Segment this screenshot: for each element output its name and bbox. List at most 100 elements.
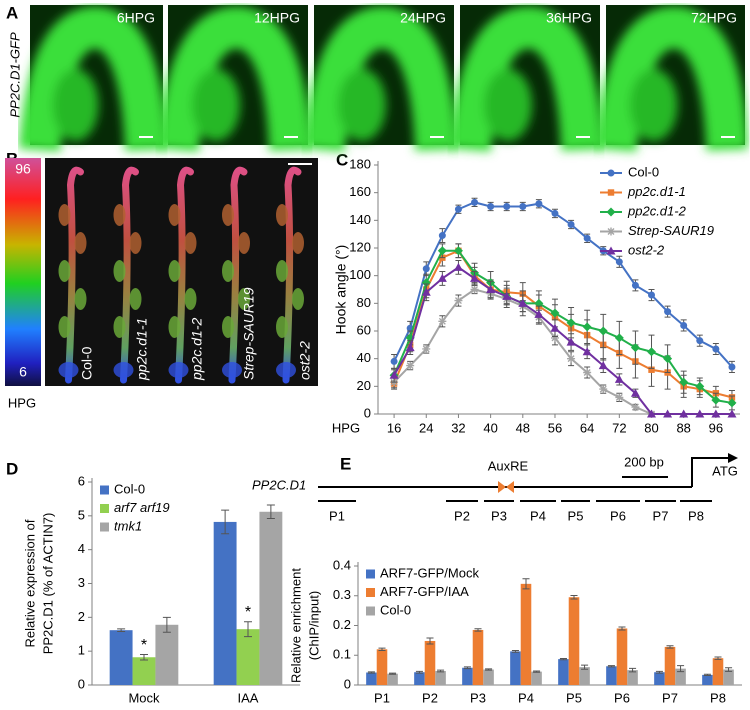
- colorbar: [5, 158, 41, 386]
- cotyledon: [629, 69, 678, 141]
- image-label: 12HPG: [254, 10, 300, 26]
- y-tick-label: 60: [357, 322, 371, 337]
- x-tick-label: 32: [451, 420, 465, 435]
- bar: [510, 651, 521, 685]
- x-tick-label: 16: [387, 420, 401, 435]
- static-layer: A B C D E PP2C.D1-GFP 96 6 HPG PP2C.D1 A…: [5, 3, 738, 493]
- leaf: [58, 316, 71, 338]
- y-tick-label: 6: [78, 473, 85, 488]
- error-bar: [725, 667, 733, 672]
- hypocotyl-hook: [18, 6, 167, 152]
- image-label: Strep-SAUR19: [241, 287, 257, 380]
- marker: [711, 409, 721, 418]
- start-label: ATG: [712, 463, 738, 478]
- seedling: [282, 166, 302, 384]
- cotyledon: [484, 69, 532, 141]
- marker: [471, 198, 479, 206]
- x-tick-label: P5: [566, 690, 582, 705]
- marker: [711, 395, 721, 405]
- x-tick-label: P6: [614, 690, 630, 705]
- root-tip: [58, 362, 79, 378]
- marker: [727, 398, 737, 408]
- y-tick-label: 160: [349, 184, 371, 199]
- marker: [550, 308, 560, 318]
- leaf: [129, 288, 142, 310]
- legend-swatch: [366, 606, 375, 616]
- marker: [551, 209, 559, 217]
- marker: [405, 343, 415, 352]
- marker: [422, 265, 430, 273]
- error-bar: [221, 509, 230, 535]
- bar: [558, 659, 569, 685]
- marker: [695, 409, 705, 418]
- marker: [421, 278, 431, 288]
- gfp-signal: [18, 6, 167, 152]
- bar: [712, 658, 724, 685]
- legend-label: ARF7-GFP/IAA: [380, 584, 469, 599]
- leaf: [58, 260, 71, 282]
- marker: [598, 361, 608, 370]
- panel-label: A: [6, 3, 18, 22]
- auxre-mark: [498, 481, 506, 493]
- y-axis-label: (ChIP/input): [306, 591, 321, 660]
- root-tip: [168, 362, 189, 378]
- image-label: pp2c.d1-1: [134, 318, 150, 381]
- leaf: [113, 316, 126, 338]
- y-axis-label: Relative enrichment: [288, 568, 303, 683]
- marker: [566, 318, 576, 328]
- y-tick-label: 180: [349, 156, 371, 171]
- gfp-signal: [303, 6, 457, 152]
- marker: [647, 409, 657, 418]
- x-tick-label: Mock: [128, 690, 160, 705]
- marker: [679, 409, 689, 418]
- x-tick-label: 48: [516, 420, 530, 435]
- y-tick-label: 0.3: [333, 587, 351, 602]
- auxre-mark: [506, 481, 514, 493]
- marker: [695, 381, 705, 391]
- leaf: [276, 260, 288, 282]
- marker: [615, 393, 624, 402]
- error-bar: [437, 669, 445, 673]
- bar: [472, 629, 484, 685]
- leaf: [276, 204, 288, 226]
- legend-marker: [607, 189, 615, 196]
- y-tick-label: 0.1: [333, 647, 351, 662]
- hypocotyl-hook: [449, 6, 603, 152]
- marker: [598, 326, 608, 336]
- marker: [583, 234, 591, 242]
- error-bar: [703, 673, 711, 676]
- leaf: [168, 204, 181, 226]
- y-tick-label: 0.4: [333, 557, 351, 572]
- x-tick-label: 80: [644, 420, 658, 435]
- marker: [663, 354, 673, 364]
- bar: [531, 671, 542, 685]
- legend-label: pp2c.d1-1: [627, 184, 686, 199]
- marker: [519, 203, 527, 210]
- bar: [627, 670, 638, 685]
- bar: [568, 597, 580, 685]
- root-tip: [276, 362, 296, 378]
- y-tick-label: 0.2: [333, 617, 351, 632]
- error-bar: [618, 626, 626, 631]
- marker: [712, 345, 720, 353]
- bar: [606, 666, 617, 685]
- marker: [437, 273, 447, 282]
- gene-name: PP2C.D1: [252, 477, 306, 492]
- error-bar: [559, 658, 567, 661]
- leaf: [74, 232, 87, 254]
- marker: [421, 287, 431, 296]
- leaf: [168, 316, 181, 338]
- leaf: [184, 288, 197, 310]
- y-tick-label: 120: [349, 239, 371, 254]
- error-bar: [666, 645, 674, 649]
- error-bar: [389, 672, 397, 675]
- y-tick-label: 0: [344, 676, 351, 691]
- error-bar: [474, 628, 482, 632]
- fragment-label: P3: [491, 508, 507, 523]
- colorbar-label: 96: [15, 161, 31, 177]
- y-axis-label: Hook angle (°): [333, 245, 349, 335]
- y-axis-label: Relative expression of: [22, 519, 37, 647]
- marker: [438, 317, 447, 326]
- marker: [518, 298, 528, 307]
- marker: [647, 347, 657, 357]
